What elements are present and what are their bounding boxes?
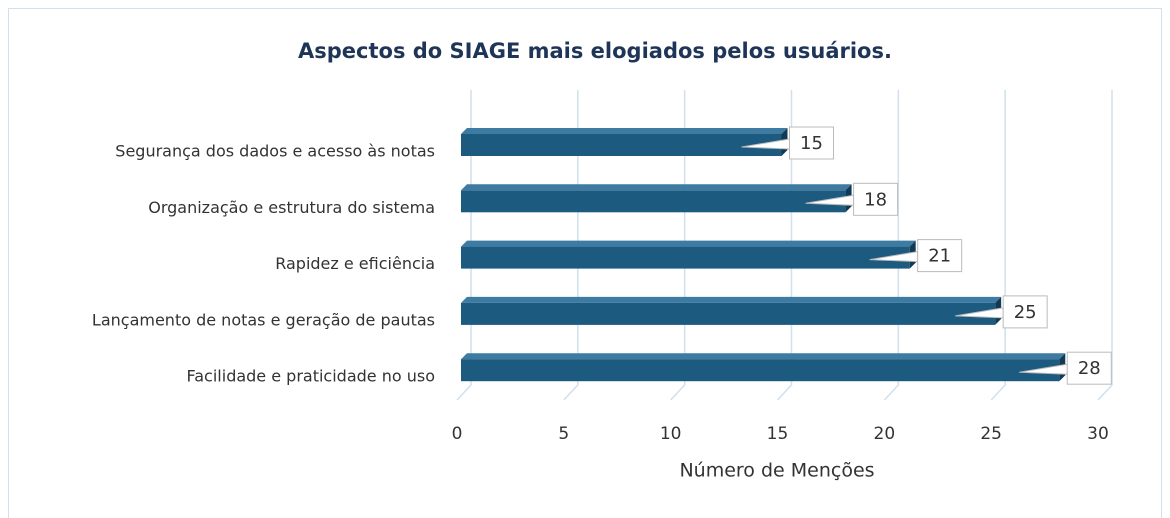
bar-top (461, 353, 1066, 360)
y-tick-label: Rapidez e eficiência (275, 254, 435, 273)
grid-line (990, 90, 1006, 401)
data-label: 21 (928, 246, 951, 267)
x-tick-label: 0 (452, 424, 463, 444)
y-tick-label: Lançamento de notas e geração de pautas (92, 310, 435, 329)
bar-top (461, 128, 788, 134)
x-tick-label: 30 (1087, 424, 1109, 444)
bar-top (461, 184, 852, 191)
data-label: 28 (1078, 358, 1101, 379)
pointer-mask (918, 252, 922, 261)
bar-top (461, 240, 916, 247)
y-tick-label: Organização e estrutura do sistema (148, 198, 435, 217)
y-tick-label: Segurança dos dados e acesso às notas (115, 142, 435, 161)
data-label-box (789, 126, 834, 160)
x-tick-label: 20 (874, 424, 896, 444)
y-tick-label: Facilidade e praticidade no uso (187, 367, 435, 386)
bar (461, 302, 996, 325)
pointer-mask (1004, 308, 1008, 317)
x-tick-label: 15 (767, 424, 789, 444)
data-label: 25 (1014, 302, 1037, 323)
x-tick-label: 25 (980, 424, 1002, 444)
x-axis-label: Número de Menções (679, 460, 874, 482)
grid-line (883, 90, 900, 401)
bar (461, 134, 782, 156)
grid-line (1097, 90, 1113, 401)
data-label: 15 (800, 133, 823, 154)
bar-top (461, 296, 1002, 303)
x-tick-label: 5 (558, 424, 569, 444)
data-label-box (853, 182, 899, 216)
x-tick-label: 10 (660, 424, 682, 444)
pointer-mask (790, 140, 794, 148)
data-label-box (1002, 295, 1048, 329)
data-label: 18 (864, 189, 887, 210)
chart-title: Aspectos do SIAGE mais elogiados pelos u… (298, 39, 892, 63)
bar (461, 246, 910, 269)
pointer-mask (854, 196, 858, 205)
data-label-box (1066, 351, 1112, 385)
data-label-box (917, 239, 963, 273)
bar (461, 359, 1060, 382)
pointer-mask (1068, 365, 1072, 374)
bar (461, 190, 846, 213)
